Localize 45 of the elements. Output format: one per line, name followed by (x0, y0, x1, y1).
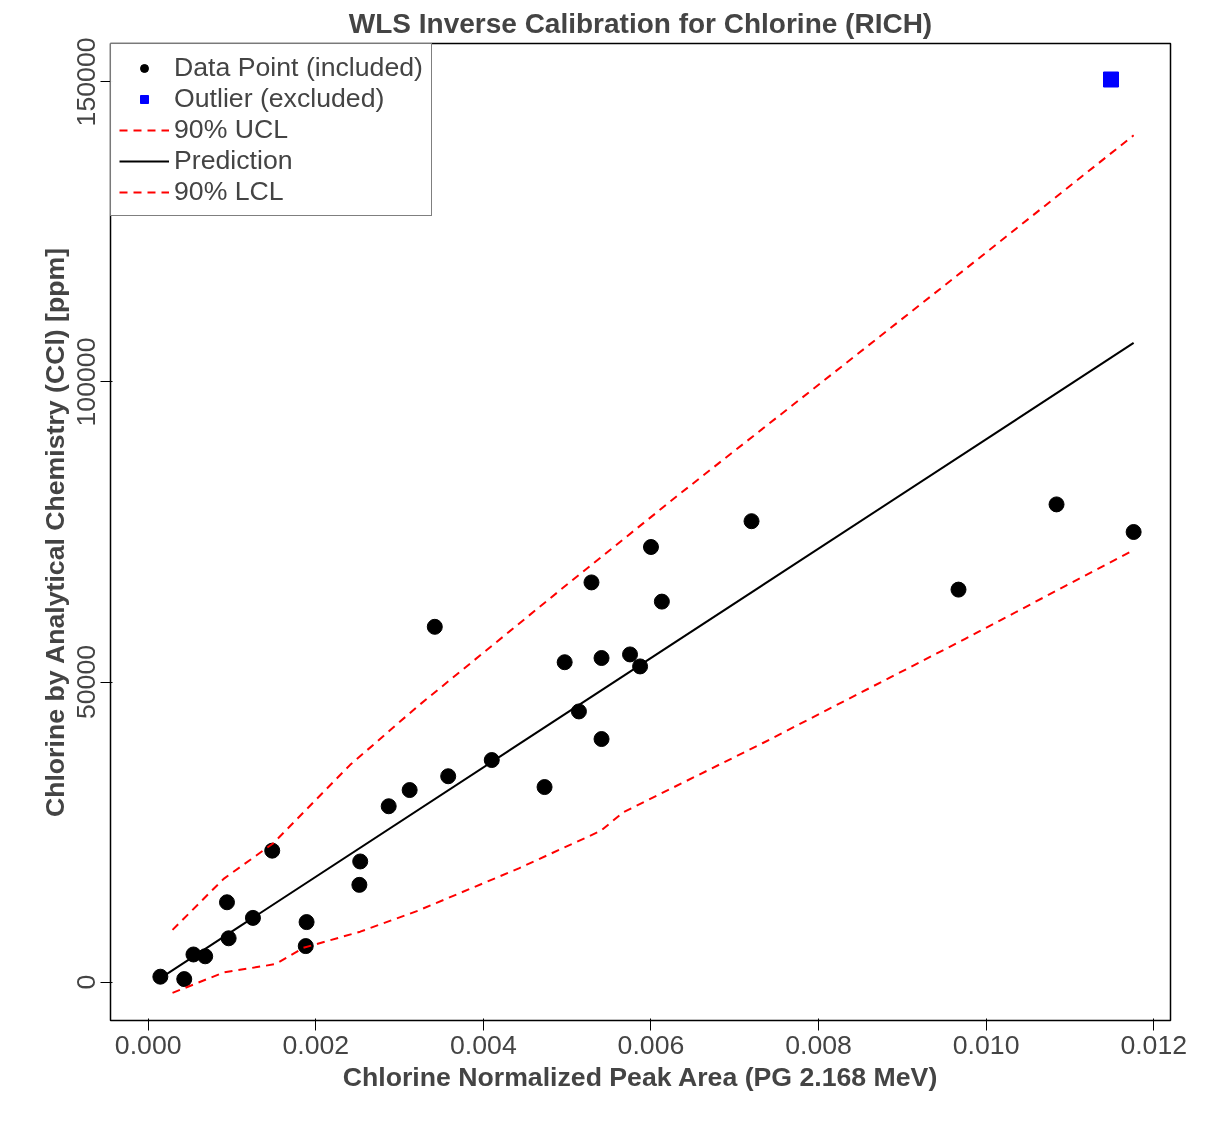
y-tick-label: 150000 (71, 37, 102, 127)
chart-title: WLS Inverse Calibration for Chlorine (RICH) (348, 7, 933, 39)
x-tick-label: 0.002 (282, 1029, 350, 1060)
y-tick-label: 100000 (71, 337, 102, 427)
point (642, 539, 659, 555)
legend-label: 90% LCL (174, 176, 284, 207)
point (1048, 496, 1065, 513)
point (536, 779, 553, 796)
point (743, 513, 760, 530)
point (1103, 71, 1120, 88)
point (380, 798, 397, 815)
point (351, 876, 368, 893)
point (297, 938, 314, 955)
point (583, 574, 600, 591)
legend-label: Data Point (included) (174, 52, 423, 83)
legend-label: 90% UCL (174, 114, 289, 145)
x-tick-label: 0.006 (617, 1029, 685, 1060)
point (1125, 524, 1142, 540)
point (218, 894, 235, 911)
point (152, 968, 169, 985)
point (593, 731, 610, 748)
x-tick-label: 0.004 (450, 1029, 517, 1060)
point (426, 618, 443, 635)
x-tick-label: 0.000 (114, 1029, 182, 1060)
point (593, 650, 610, 667)
point (653, 593, 670, 610)
point (440, 768, 457, 785)
point (950, 581, 967, 598)
point (556, 654, 573, 671)
point (401, 782, 418, 799)
point (176, 971, 193, 988)
x-tick-label: 0.010 (952, 1029, 1020, 1060)
x-tick-label: 0.012 (1120, 1029, 1188, 1060)
x-tick-label: 0.008 (785, 1029, 852, 1060)
legend-label: Outlier (excluded) (174, 83, 385, 114)
point (197, 948, 214, 965)
point (298, 914, 315, 931)
y-tick-label: 0 (71, 974, 102, 990)
point (622, 646, 639, 663)
legend-label: Prediction (174, 145, 293, 176)
y-tick-label: 50000 (71, 644, 102, 720)
point (264, 842, 281, 859)
point (352, 853, 369, 870)
x-axis-title: Chlorine Normalized Peak Area (PG 2.168 MeV) (342, 1061, 938, 1092)
y-axis-title: Chlorine by Analytical Chemistry (CCl) [ppm] (39, 247, 70, 818)
